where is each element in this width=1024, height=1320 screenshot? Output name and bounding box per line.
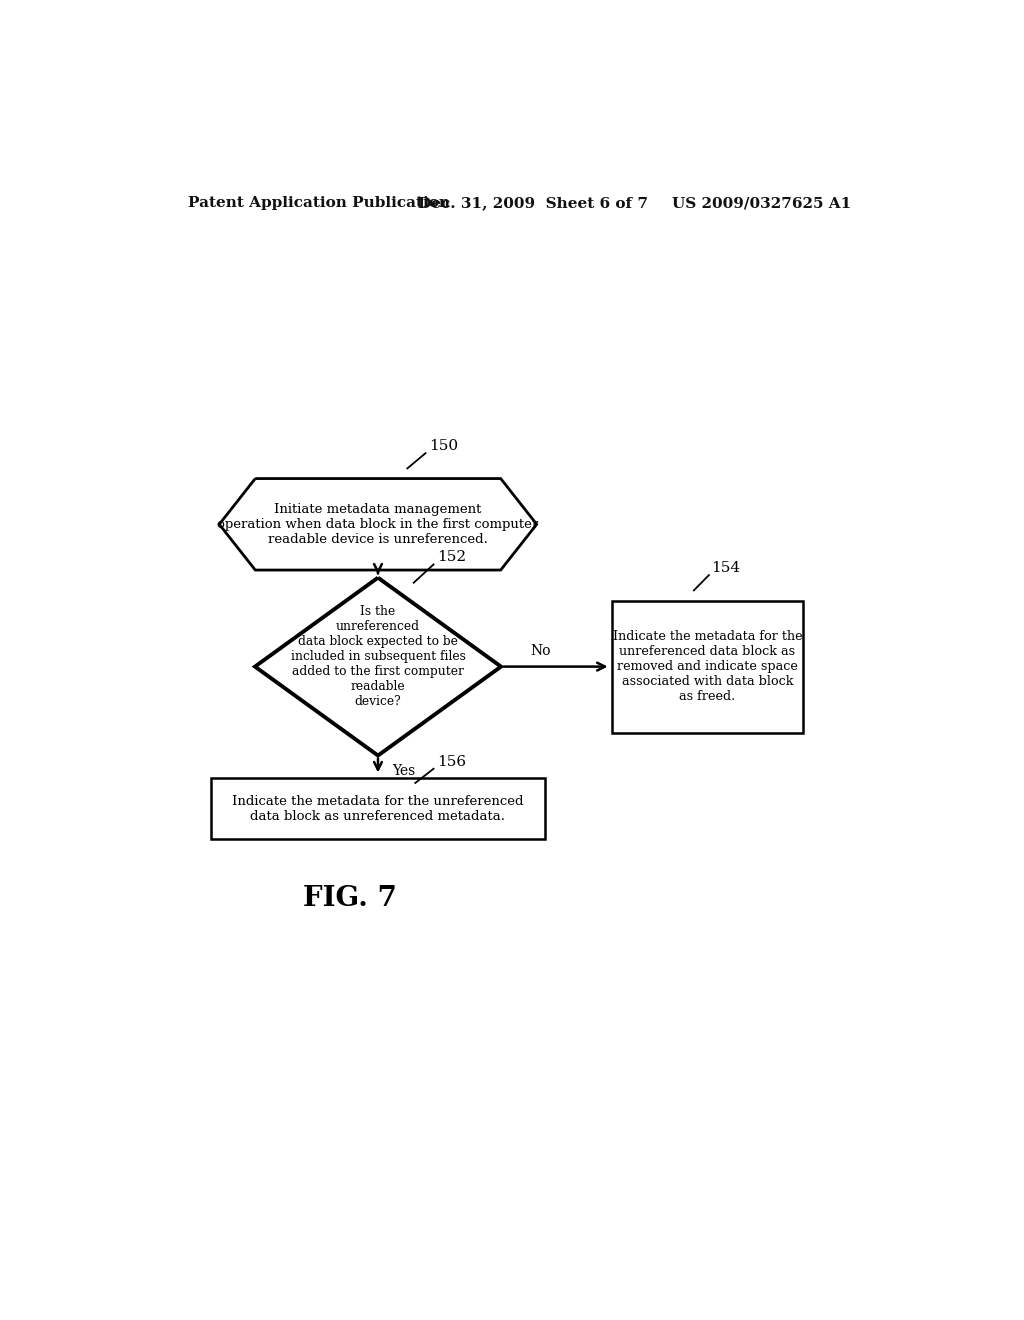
Bar [211, 779, 545, 840]
Text: Indicate the metadata for the unreferenced
data block as unreferenced metadata.: Indicate the metadata for the unreferenc… [232, 795, 523, 822]
Text: 156: 156 [437, 755, 467, 768]
Text: 154: 154 [712, 561, 740, 576]
Text: US 2009/0327625 A1: US 2009/0327625 A1 [672, 195, 851, 210]
Text: Dec. 31, 2009  Sheet 6 of 7: Dec. 31, 2009 Sheet 6 of 7 [418, 195, 647, 210]
Text: Is the
unreferenced
data block expected to be
included in subsequent files
added: Is the unreferenced data block expected … [291, 605, 466, 708]
Text: Indicate the metadata for the
unreferenced data block as
removed and indicate sp: Indicate the metadata for the unreferenc… [612, 630, 802, 704]
Text: Yes: Yes [392, 764, 416, 777]
Bar [612, 601, 803, 733]
Text: 150: 150 [430, 440, 459, 453]
Text: No: No [530, 644, 551, 659]
Text: Patent Application Publication: Patent Application Publication [187, 195, 450, 210]
Text: FIG. 7: FIG. 7 [303, 884, 397, 912]
Text: Initiate metadata management
operation when data block in the first computer
rea: Initiate metadata management operation w… [217, 503, 539, 545]
Text: 152: 152 [437, 550, 467, 565]
